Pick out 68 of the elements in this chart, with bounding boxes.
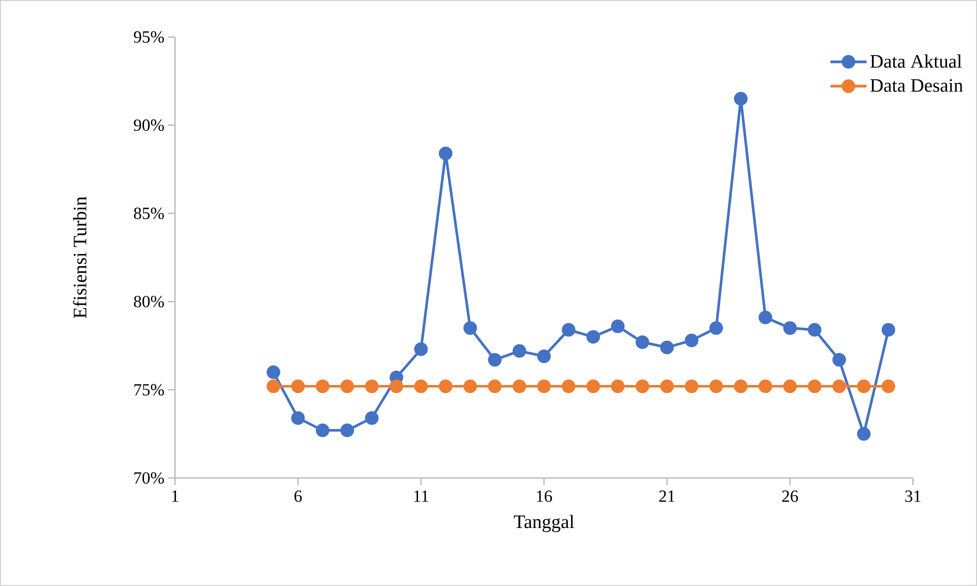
point	[734, 379, 748, 394]
point	[463, 321, 478, 335]
point	[316, 424, 330, 438]
point	[857, 427, 871, 441]
point	[709, 379, 723, 394]
x-tick-label: 6	[294, 490, 302, 502]
point	[636, 335, 650, 349]
point	[783, 321, 797, 335]
point	[734, 92, 748, 106]
point	[684, 379, 698, 394]
x-tick-label: 16	[536, 490, 552, 502]
y-tick-label: 80%	[134, 296, 164, 308]
point	[562, 379, 576, 394]
point	[488, 353, 502, 367]
point	[832, 353, 846, 367]
point	[758, 310, 772, 324]
point	[438, 146, 452, 160]
x-tick-label: 21	[659, 490, 674, 502]
point	[660, 379, 674, 394]
point	[365, 379, 379, 394]
x-axis-title: Tanggal	[514, 514, 574, 532]
point	[684, 334, 698, 348]
point	[857, 379, 871, 394]
point	[414, 342, 428, 356]
point	[365, 411, 379, 425]
legend-label: Data Aktual	[870, 54, 962, 68]
point	[438, 379, 452, 394]
x-tick-label: 1	[172, 490, 178, 502]
y-tick-label: 95%	[134, 31, 164, 43]
point	[266, 379, 280, 394]
legend-label: Data Desain	[870, 79, 963, 92]
point	[611, 379, 625, 394]
y-tick-label: 70%	[134, 472, 164, 484]
point	[611, 319, 625, 334]
point	[586, 379, 600, 394]
point	[882, 323, 896, 337]
point	[291, 379, 305, 394]
point	[340, 379, 354, 394]
point	[808, 379, 822, 394]
point	[758, 379, 772, 394]
point	[390, 379, 404, 394]
point	[586, 330, 600, 344]
point	[783, 379, 797, 394]
y-tick-label: 90%	[134, 119, 164, 131]
y-tick-label: 75%	[134, 384, 164, 396]
x-tick-label: 11	[414, 490, 428, 502]
point	[414, 379, 428, 394]
point	[291, 411, 305, 425]
point	[636, 379, 650, 394]
point	[512, 344, 526, 358]
point	[660, 340, 674, 354]
point	[537, 379, 551, 394]
point	[463, 379, 478, 394]
point	[316, 379, 330, 394]
point	[537, 349, 551, 364]
point	[709, 321, 723, 335]
x-tick-label: 26	[782, 490, 798, 502]
point	[340, 424, 354, 438]
x-tick-label: 31	[905, 490, 920, 502]
point	[488, 379, 502, 394]
point	[266, 365, 280, 379]
point	[512, 379, 526, 394]
y-axis-title: Efisiensi Turbin	[72, 196, 86, 318]
y-tick-label: 85%	[134, 208, 164, 220]
point	[808, 323, 822, 337]
point	[832, 379, 846, 394]
point	[562, 323, 576, 337]
point	[882, 379, 896, 394]
